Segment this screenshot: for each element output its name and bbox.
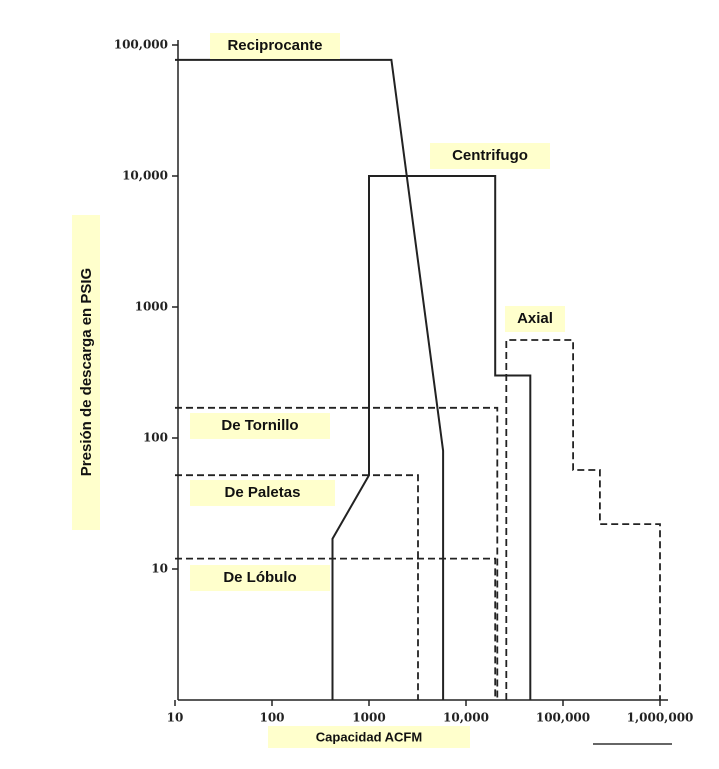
region-label: Axial <box>517 310 553 327</box>
region-label-box <box>210 33 340 59</box>
y-tick-label: 10 <box>151 562 168 576</box>
x-tick-label: 100,000 <box>536 711 590 725</box>
y-tick-label: 100,000 <box>114 38 168 52</box>
x-label-box <box>268 726 470 748</box>
x-tick-label: 10,000 <box>443 711 489 725</box>
y-label-box <box>72 215 100 530</box>
series-outline <box>505 339 661 700</box>
region-label: De Tornillo <box>221 417 298 434</box>
region-label-box <box>430 143 550 169</box>
series-outline <box>175 557 497 700</box>
series-outline <box>175 58 445 700</box>
x-tick-label: 1000 <box>352 711 385 725</box>
y-axis-label: Presión de descarga en PSIG <box>78 268 95 476</box>
region-label: De Lóbulo <box>223 569 296 586</box>
x-axis-label: Capacidad ACFM <box>316 729 422 744</box>
series-outline <box>175 406 499 700</box>
y-tick-label: 100 <box>143 431 168 445</box>
region-label-box <box>190 413 330 439</box>
x-tick-label: 10 <box>167 711 184 725</box>
x-tick-label: 1,000,000 <box>627 711 694 725</box>
region-label-box <box>190 565 330 591</box>
x-tick-label: 100 <box>259 711 284 725</box>
region-label: Reciprocante <box>227 37 322 54</box>
series-outline <box>331 175 532 700</box>
y-tick-label: 1000 <box>135 300 168 314</box>
region-label-box <box>190 480 335 506</box>
y-tick-label: 10,000 <box>122 169 168 183</box>
region-label: De Paletas <box>225 484 301 501</box>
region-label: Centrifugo <box>452 147 528 164</box>
region-label-box <box>505 306 565 332</box>
series-outline <box>175 474 419 700</box>
